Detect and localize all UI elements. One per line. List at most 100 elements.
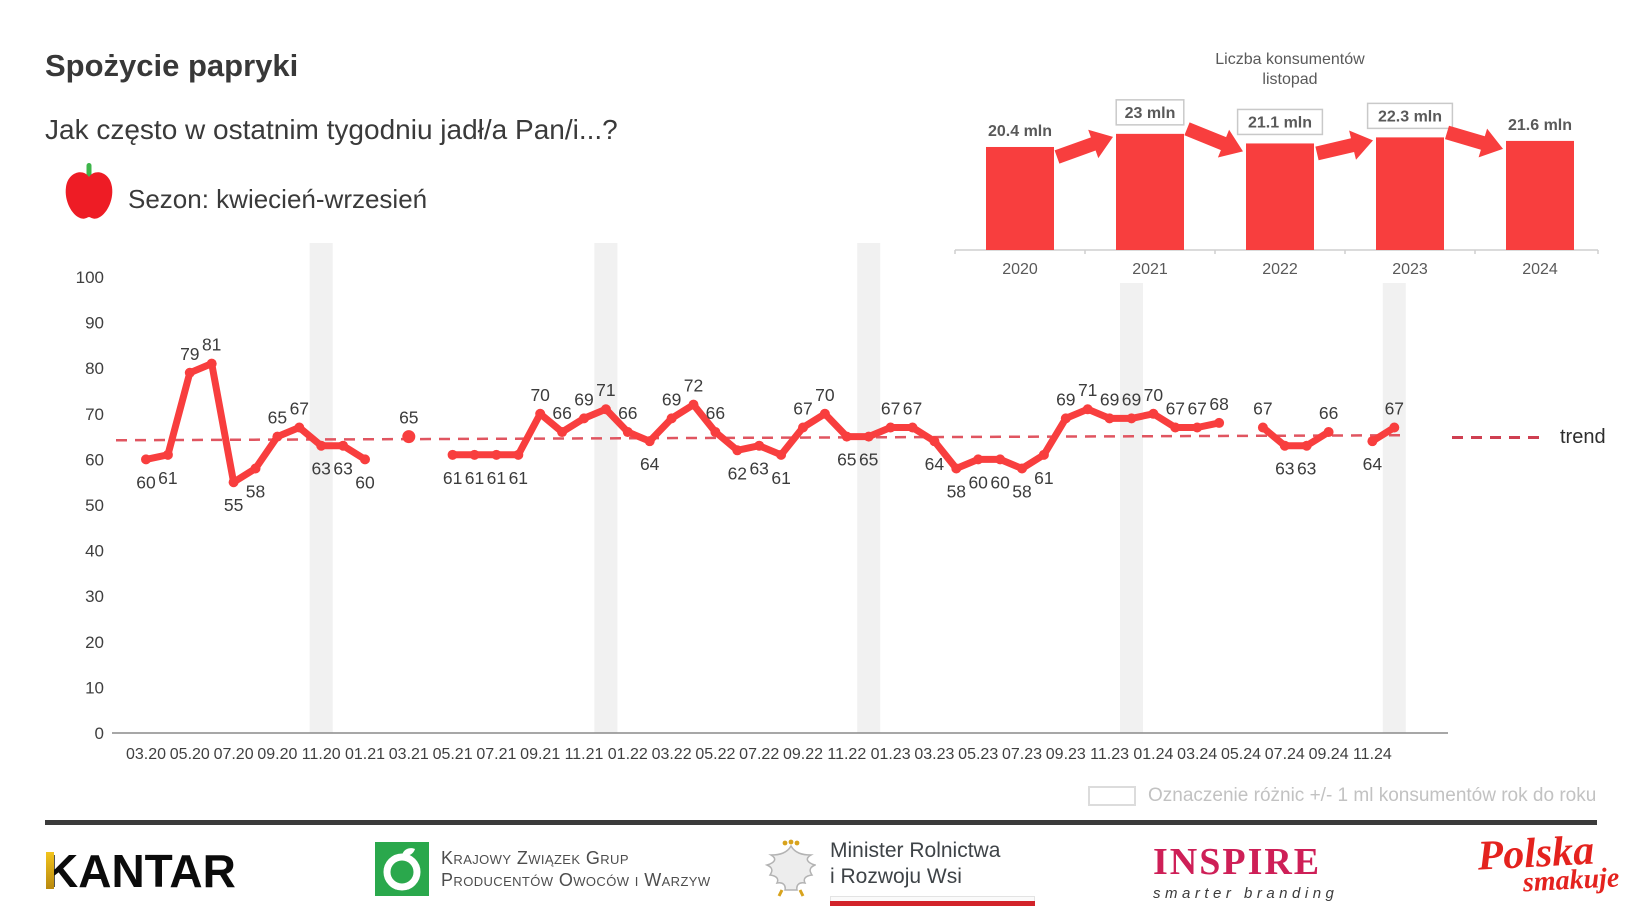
point-value-label: 64 bbox=[1363, 454, 1383, 474]
data-point bbox=[819, 408, 830, 419]
data-point bbox=[316, 440, 327, 451]
data-point bbox=[798, 422, 808, 433]
x-tick-label: 03.20 bbox=[126, 746, 166, 763]
point-value-label: 69 bbox=[574, 389, 593, 409]
kzg-line-1: Krajowy Związek Grup bbox=[441, 847, 629, 868]
data-point bbox=[447, 449, 458, 460]
difference-note-text: Oznaczenie różnic +/- 1 ml konsumentów r… bbox=[1148, 785, 1597, 806]
data-point bbox=[885, 422, 896, 433]
data-point bbox=[1170, 422, 1181, 433]
bar-2022 bbox=[1246, 143, 1314, 250]
x-tick-label: 03.23 bbox=[914, 746, 954, 763]
point-value-label: 67 bbox=[793, 398, 812, 418]
point-value-label: 79 bbox=[180, 344, 199, 364]
point-value-label: 61 bbox=[1034, 468, 1053, 488]
inspire-logo: INSPIRE smarter branding bbox=[1153, 840, 1338, 902]
point-value-label: 71 bbox=[1078, 380, 1097, 400]
data-point bbox=[907, 422, 918, 433]
data-point bbox=[863, 431, 874, 442]
minister-logo: Minister Rolnictwa i Rozwoju Wsi bbox=[762, 838, 1035, 906]
consumption-line bbox=[1259, 424, 1333, 450]
x-tick-label: 03.24 bbox=[1177, 746, 1217, 763]
x-tick-label: 09.23 bbox=[1046, 746, 1086, 763]
data-point bbox=[1104, 413, 1115, 424]
november-band bbox=[1382, 283, 1406, 733]
y-tick-label: 30 bbox=[85, 587, 104, 606]
survey-question: Jak często w ostatnim tygodniu jadł/a Pa… bbox=[45, 114, 618, 145]
data-point bbox=[1082, 404, 1093, 415]
data-point bbox=[1323, 427, 1334, 438]
data-point bbox=[272, 431, 283, 442]
bar-value-label: 20.4 mln bbox=[988, 123, 1052, 140]
trend-arrow-down bbox=[1445, 125, 1503, 158]
point-value-label: 61 bbox=[771, 468, 790, 488]
data-point bbox=[557, 427, 568, 438]
point-value-label: 70 bbox=[815, 385, 835, 405]
bar-2020 bbox=[986, 146, 1054, 250]
point-value-label: 61 bbox=[443, 468, 462, 488]
data-point bbox=[184, 367, 195, 378]
bar-year-label: 2022 bbox=[1262, 261, 1298, 278]
point-value-label: 67 bbox=[290, 398, 309, 418]
point-value-label: 64 bbox=[640, 454, 660, 474]
data-point bbox=[1301, 440, 1312, 451]
minister-line-2: i Rozwoju Wsi bbox=[830, 865, 962, 889]
y-tick-label: 50 bbox=[85, 496, 104, 515]
data-point bbox=[1126, 413, 1137, 424]
data-point bbox=[929, 436, 940, 447]
data-point bbox=[513, 449, 524, 460]
data-point bbox=[1367, 436, 1378, 447]
x-tick-label: 11.20 bbox=[302, 746, 341, 763]
bar-year-label: 2023 bbox=[1392, 261, 1428, 278]
bar-value-label: 21.6 mln bbox=[1508, 117, 1572, 134]
data-point bbox=[1017, 463, 1027, 474]
bar-value-label: 23 mln bbox=[1125, 105, 1176, 122]
data-point bbox=[841, 431, 852, 442]
data-point bbox=[579, 413, 589, 424]
data-point bbox=[338, 440, 349, 451]
consumers-bar-chart: Liczba konsumentów listopad 20.4 mln 2020 23… bbox=[954, 51, 1599, 278]
point-value-label: 65 bbox=[837, 450, 856, 470]
data-point bbox=[228, 477, 239, 488]
point-value-label: 69 bbox=[1100, 389, 1119, 409]
x-tick-label: 11.23 bbox=[1090, 746, 1129, 763]
y-tick-label: 80 bbox=[85, 359, 104, 378]
point-value-label: 61 bbox=[465, 468, 484, 488]
x-tick-label: 11.24 bbox=[1353, 746, 1392, 763]
x-tick-label: 05.21 bbox=[433, 746, 473, 763]
november-band bbox=[594, 243, 618, 733]
data-point bbox=[1060, 413, 1071, 424]
point-value-label: 65 bbox=[399, 408, 418, 428]
y-tick-label: 70 bbox=[85, 405, 104, 424]
point-value-label: 63 bbox=[749, 459, 768, 479]
november-band bbox=[857, 243, 881, 733]
point-value-label: 63 bbox=[1275, 459, 1294, 479]
data-point bbox=[1148, 408, 1159, 419]
trend-dash-swatch bbox=[1452, 435, 1544, 439]
data-point bbox=[995, 454, 1006, 465]
kzg-line-2: Producentów Owoców i Warzyw bbox=[441, 870, 711, 890]
point-value-label: 58 bbox=[947, 482, 966, 502]
x-tick-label: 05.23 bbox=[958, 746, 998, 763]
data-point bbox=[402, 430, 416, 444]
x-tick-label: 09.24 bbox=[1309, 746, 1349, 763]
data-point bbox=[491, 449, 502, 460]
point-value-label: 61 bbox=[487, 468, 506, 488]
data-point bbox=[1257, 422, 1268, 433]
point-value-label: 63 bbox=[1297, 459, 1316, 479]
x-tick-label: 03.21 bbox=[389, 746, 429, 763]
x-tick-label: 11.21 bbox=[565, 746, 604, 763]
x-tick-label: 03.22 bbox=[652, 746, 692, 763]
bar-2021 bbox=[1116, 133, 1184, 250]
point-value-label: 65 bbox=[859, 450, 878, 470]
point-value-label: 81 bbox=[202, 335, 221, 355]
point-value-label: 69 bbox=[1122, 389, 1141, 409]
season-label: Sezon: kwiecień-wrzesień bbox=[128, 184, 428, 214]
point-value-label: 58 bbox=[246, 482, 265, 502]
point-value-label: 67 bbox=[1166, 398, 1185, 418]
y-tick-label: 90 bbox=[85, 314, 104, 333]
trend-arrow-up bbox=[1315, 130, 1373, 161]
point-value-label: 60 bbox=[990, 472, 1010, 492]
data-point bbox=[951, 463, 962, 474]
